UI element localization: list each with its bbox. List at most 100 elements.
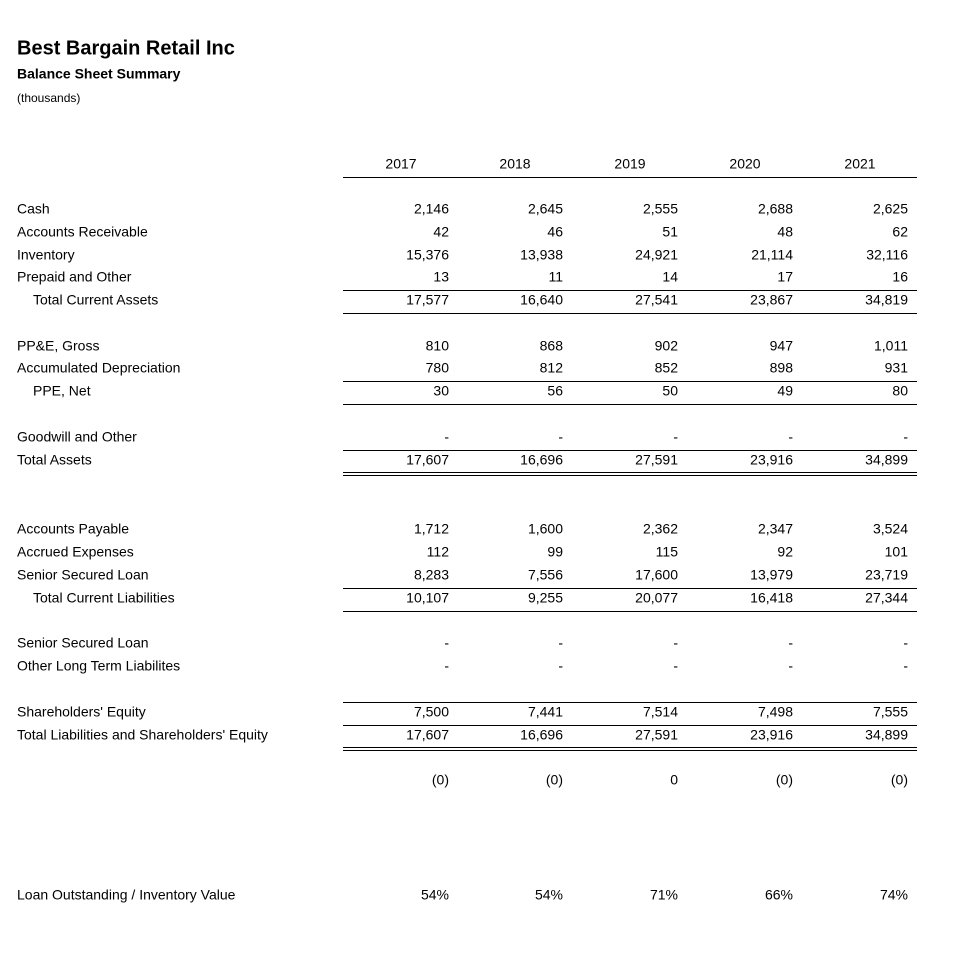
cell: 23,719 bbox=[865, 567, 908, 583]
cell: 2,146 bbox=[414, 201, 449, 217]
cell: - bbox=[558, 635, 563, 651]
column-header: 2017 bbox=[385, 156, 416, 172]
cell: 947 bbox=[770, 338, 794, 354]
cell: 13,979 bbox=[750, 567, 793, 583]
cell: - bbox=[558, 429, 563, 445]
cell: 16,696 bbox=[520, 452, 563, 468]
cell: 2,555 bbox=[643, 201, 678, 217]
cell: 17 bbox=[777, 269, 793, 285]
cell: 812 bbox=[540, 360, 564, 376]
cell: 1,712 bbox=[414, 521, 449, 537]
cell: 7,441 bbox=[528, 704, 563, 720]
cell: 780 bbox=[426, 360, 450, 376]
column-header: 2021 bbox=[844, 156, 875, 172]
cell: 0 bbox=[670, 772, 678, 788]
cell: 852 bbox=[655, 360, 679, 376]
cell: 51 bbox=[662, 224, 678, 240]
cell: 54% bbox=[421, 887, 449, 903]
cell: (0) bbox=[432, 772, 449, 788]
cell: - bbox=[788, 635, 793, 651]
cell: 17,607 bbox=[406, 727, 449, 743]
cell: - bbox=[788, 429, 793, 445]
cell: 2,362 bbox=[643, 521, 678, 537]
cell: 115 bbox=[656, 544, 679, 560]
cell: 112 bbox=[427, 544, 450, 560]
cell: 2,625 bbox=[873, 201, 908, 217]
cell: 16 bbox=[892, 269, 908, 285]
row-label: Prepaid and Other bbox=[17, 269, 132, 285]
cell: 30 bbox=[433, 383, 449, 399]
cell: 931 bbox=[885, 360, 909, 376]
cell: 7,498 bbox=[758, 704, 793, 720]
cell: 48 bbox=[777, 224, 793, 240]
cell: 7,556 bbox=[528, 567, 563, 583]
cell: 13,938 bbox=[520, 247, 563, 263]
cell: 34,899 bbox=[865, 727, 908, 743]
cell: 1,011 bbox=[874, 338, 908, 354]
cell: - bbox=[903, 635, 908, 651]
column-header: 2020 bbox=[729, 156, 760, 172]
cell: 101 bbox=[885, 544, 909, 560]
cell: 21,114 bbox=[751, 247, 793, 263]
cell: - bbox=[903, 429, 908, 445]
cell: 16,640 bbox=[520, 292, 563, 308]
row-label: Total Assets bbox=[17, 452, 92, 468]
cell: - bbox=[673, 635, 678, 651]
cell: 74% bbox=[880, 887, 908, 903]
cell: 17,577 bbox=[406, 292, 449, 308]
cell: 32,116 bbox=[866, 247, 908, 263]
cell: - bbox=[788, 658, 793, 674]
cell: 2,688 bbox=[758, 201, 793, 217]
cell: - bbox=[444, 658, 449, 674]
row-label: PP&E, Gross bbox=[17, 338, 99, 354]
cell: 66% bbox=[765, 887, 793, 903]
cell: 42 bbox=[433, 224, 449, 240]
cell: 9,255 bbox=[528, 590, 563, 606]
row-label: Inventory bbox=[17, 247, 75, 263]
cell: 902 bbox=[655, 338, 679, 354]
cell: 27,344 bbox=[865, 590, 908, 606]
cell: 868 bbox=[540, 338, 564, 354]
cell: 62 bbox=[892, 224, 908, 240]
cell: - bbox=[673, 658, 678, 674]
cell: 2,645 bbox=[528, 201, 563, 217]
cell: 23,867 bbox=[750, 292, 793, 308]
column-header: 2019 bbox=[614, 156, 645, 172]
cell: - bbox=[903, 658, 908, 674]
cell: (0) bbox=[891, 772, 908, 788]
cell: 1,600 bbox=[528, 521, 563, 537]
row-label: Accumulated Depreciation bbox=[17, 360, 180, 376]
row-label: Total Current Liabilities bbox=[33, 590, 175, 606]
cell: 3,524 bbox=[873, 521, 908, 537]
cell: 71% bbox=[650, 887, 678, 903]
cell: 23,916 bbox=[750, 452, 793, 468]
cell: 50 bbox=[662, 383, 678, 399]
cell: 99 bbox=[547, 544, 563, 560]
cell: 7,555 bbox=[873, 704, 908, 720]
subtitle: Balance Sheet Summary bbox=[17, 66, 181, 82]
cell: 898 bbox=[770, 360, 794, 376]
row-label: Senior Secured Loan bbox=[17, 635, 149, 651]
cell: 7,514 bbox=[643, 704, 678, 720]
cell: 56 bbox=[547, 383, 563, 399]
cell: 16,418 bbox=[750, 590, 793, 606]
row-label: Senior Secured Loan bbox=[17, 567, 149, 583]
cell: 14 bbox=[662, 269, 678, 285]
cell: 13 bbox=[433, 269, 449, 285]
cell: 92 bbox=[777, 544, 793, 560]
cell: 11 bbox=[548, 269, 563, 285]
cell: - bbox=[558, 658, 563, 674]
units: (thousands) bbox=[17, 91, 80, 105]
cell: 24,921 bbox=[635, 247, 678, 263]
cell: 54% bbox=[535, 887, 563, 903]
cell: 2,347 bbox=[758, 521, 793, 537]
cell: - bbox=[444, 429, 449, 445]
cell: 80 bbox=[892, 383, 908, 399]
cell: 17,607 bbox=[406, 452, 449, 468]
cell: 15,376 bbox=[406, 247, 449, 263]
row-label: Cash bbox=[17, 201, 50, 217]
row-label: Shareholders' Equity bbox=[17, 704, 146, 720]
row-label: Loan Outstanding / Inventory Value bbox=[17, 887, 236, 903]
